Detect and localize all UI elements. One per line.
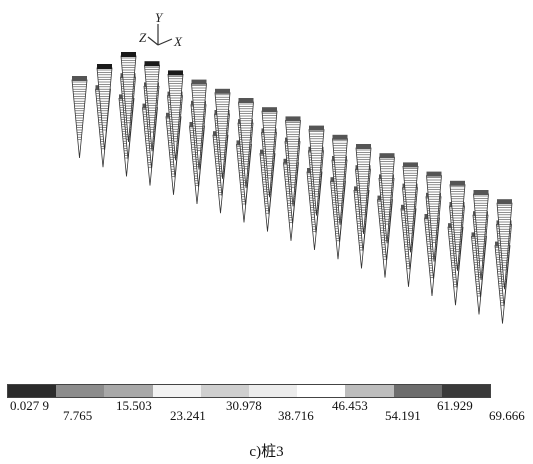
pile (379, 153, 395, 244)
pile (285, 116, 301, 207)
pile-model-view: Y Z X (71, 10, 513, 324)
pile (71, 76, 88, 159)
pile (261, 107, 278, 198)
axis-label-y: Y (155, 10, 164, 25)
legend-label: 7.765 (63, 408, 93, 423)
pile (167, 70, 184, 161)
pile (120, 52, 137, 143)
pile (355, 144, 372, 235)
legend-swatch (200, 385, 250, 397)
legend-label: 54.191 (385, 408, 421, 423)
legend-label: 30.978 (226, 398, 262, 413)
legend-label: 23.241 (170, 408, 206, 423)
axis-label-x: X (173, 34, 183, 49)
legend-swatch (345, 385, 394, 397)
figure-caption: c)桩3 (249, 444, 284, 460)
legend-swatch (441, 385, 491, 397)
pile (238, 98, 254, 189)
legend-swatch (249, 385, 298, 397)
coordinate-triad: Y Z X (139, 10, 183, 49)
legend-label: 69.666 (489, 408, 525, 423)
pile-group (71, 52, 513, 324)
legend-swatch (297, 385, 346, 397)
pile (191, 79, 207, 170)
legend-swatch (8, 385, 57, 397)
pile (496, 199, 513, 290)
legend-swatch (393, 385, 442, 397)
legend-labels: 0.027 9 7.765 15.503 23.241 30.978 38.716 46.4… (0, 398, 533, 424)
pile (402, 162, 419, 253)
legend-label: 46.453 (332, 398, 368, 413)
pile (96, 64, 113, 151)
legend-swatch (152, 385, 201, 397)
legend-color-bar (7, 384, 491, 398)
legend-label: 61.929 (437, 398, 473, 413)
axis-label-z: Z (139, 30, 147, 45)
pile (426, 171, 442, 262)
legend-label: 15.503 (116, 398, 152, 413)
legend-swatch (104, 385, 153, 397)
pile (332, 134, 348, 225)
pile (308, 125, 325, 216)
pile (144, 61, 160, 152)
pile (449, 180, 466, 271)
legend-swatch (56, 385, 105, 397)
pile (473, 190, 489, 281)
legend-label: 38.716 (278, 408, 314, 423)
legend-label: 0.027 9 (10, 398, 49, 413)
pile (214, 88, 231, 179)
